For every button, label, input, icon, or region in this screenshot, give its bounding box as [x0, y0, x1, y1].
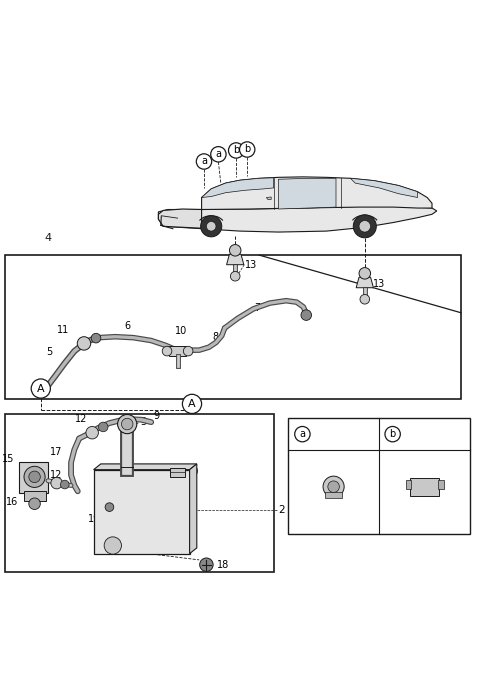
- Text: 13: 13: [373, 279, 386, 289]
- Circle shape: [229, 245, 241, 256]
- Polygon shape: [190, 464, 197, 554]
- Circle shape: [385, 426, 400, 442]
- Bar: [169, 346, 186, 356]
- Text: 15: 15: [2, 454, 14, 464]
- Bar: [288, 418, 470, 533]
- Text: 9: 9: [154, 411, 160, 421]
- Circle shape: [60, 480, 69, 489]
- Circle shape: [228, 143, 244, 158]
- Circle shape: [359, 268, 371, 279]
- Circle shape: [98, 422, 108, 432]
- Circle shape: [201, 216, 222, 237]
- Text: 18: 18: [217, 559, 229, 570]
- Polygon shape: [227, 254, 244, 265]
- Circle shape: [295, 426, 310, 442]
- Bar: [5, 413, 274, 572]
- Circle shape: [29, 471, 40, 483]
- Polygon shape: [202, 178, 274, 197]
- Polygon shape: [94, 464, 197, 470]
- Polygon shape: [350, 178, 418, 197]
- Text: 4: 4: [45, 233, 51, 243]
- Text: A: A: [37, 384, 45, 393]
- Text: 7: 7: [254, 303, 261, 313]
- Text: a: a: [201, 156, 207, 167]
- Circle shape: [121, 418, 133, 430]
- Text: 20: 20: [186, 467, 199, 477]
- Circle shape: [230, 271, 240, 281]
- Text: 6: 6: [124, 321, 130, 331]
- Circle shape: [105, 503, 114, 512]
- Text: 11: 11: [57, 325, 70, 335]
- Circle shape: [200, 558, 213, 572]
- Text: b: b: [244, 145, 251, 154]
- Circle shape: [77, 337, 91, 350]
- Circle shape: [359, 221, 371, 232]
- Text: b: b: [233, 145, 240, 156]
- Text: a: a: [300, 429, 305, 439]
- Text: 2: 2: [278, 505, 285, 516]
- Text: 3: 3: [140, 417, 146, 427]
- Circle shape: [240, 142, 255, 157]
- Circle shape: [211, 147, 226, 162]
- Text: 12: 12: [75, 415, 87, 424]
- Text: 16: 16: [6, 497, 18, 507]
- Text: 12: 12: [50, 470, 62, 480]
- Circle shape: [118, 415, 137, 434]
- Circle shape: [182, 394, 202, 413]
- Circle shape: [104, 537, 121, 554]
- Polygon shape: [356, 277, 373, 288]
- Circle shape: [51, 477, 62, 489]
- Polygon shape: [266, 197, 271, 199]
- Text: 8: 8: [212, 332, 218, 342]
- Text: A: A: [188, 399, 196, 409]
- Bar: [5, 255, 461, 399]
- Circle shape: [29, 498, 40, 510]
- Circle shape: [162, 346, 172, 356]
- Circle shape: [196, 154, 212, 169]
- Text: 17: 17: [50, 447, 62, 457]
- Circle shape: [183, 346, 193, 356]
- Bar: [19, 462, 48, 492]
- Bar: [24, 491, 46, 501]
- Circle shape: [360, 294, 370, 304]
- Text: b: b: [389, 429, 396, 439]
- Bar: [325, 492, 342, 498]
- Text: 19: 19: [87, 514, 100, 524]
- Polygon shape: [202, 177, 432, 210]
- Circle shape: [31, 379, 50, 398]
- Circle shape: [323, 476, 344, 497]
- Circle shape: [91, 333, 101, 343]
- Bar: [406, 480, 411, 489]
- Text: a: a: [216, 150, 221, 159]
- Circle shape: [353, 214, 376, 238]
- Text: 14: 14: [403, 428, 420, 441]
- Bar: [410, 478, 439, 497]
- Bar: [170, 469, 185, 477]
- Circle shape: [301, 310, 312, 320]
- Circle shape: [24, 466, 45, 488]
- Bar: [438, 480, 444, 489]
- Circle shape: [328, 481, 339, 492]
- Polygon shape: [278, 178, 336, 209]
- Bar: [94, 470, 190, 554]
- Text: 13: 13: [245, 260, 257, 270]
- Polygon shape: [158, 206, 437, 232]
- Text: 10: 10: [175, 326, 188, 336]
- Text: 5: 5: [47, 347, 53, 357]
- Circle shape: [206, 221, 216, 231]
- Text: 1: 1: [317, 428, 326, 441]
- Circle shape: [86, 426, 98, 439]
- Polygon shape: [158, 209, 202, 228]
